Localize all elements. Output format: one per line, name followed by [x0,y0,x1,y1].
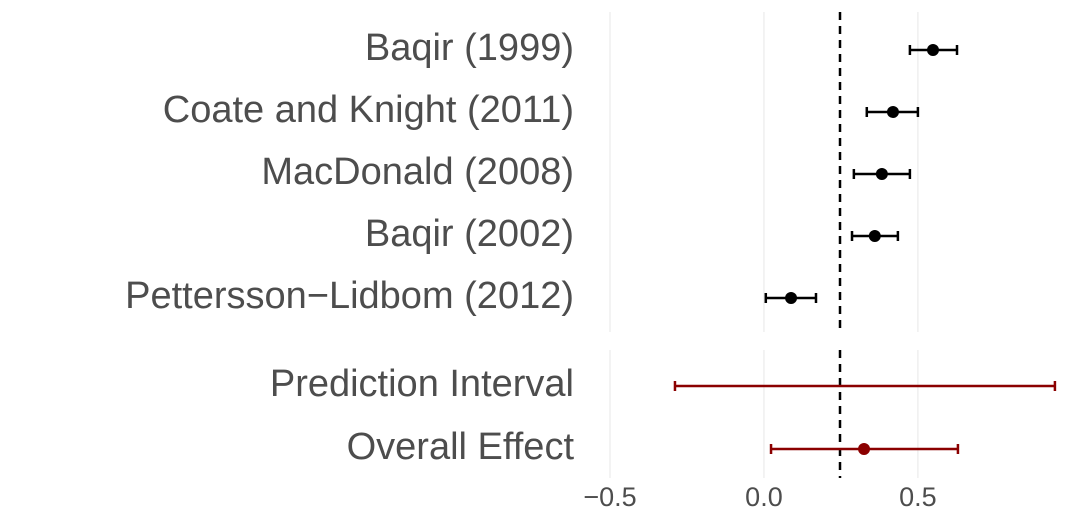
category-label: Overall Effect [347,426,575,468]
point [868,230,881,242]
category-label: Baqir (1999) [365,27,574,69]
category-label: Coate and Knight (2011) [163,89,574,131]
x-tick-label: 0.0 [745,482,783,512]
x-tick-label: −0.5 [583,482,636,512]
x-tick-label: 0.5 [899,482,937,512]
category-label: MacDonald (2008) [261,151,574,193]
point [875,168,888,180]
point [785,292,798,304]
category-label: Baqir (2002) [365,213,574,255]
point [926,44,939,56]
point [858,443,871,455]
point [886,106,899,118]
category-label: Pettersson−Lidbom (2012) [125,275,574,317]
category-label: Prediction Interval [270,363,574,405]
